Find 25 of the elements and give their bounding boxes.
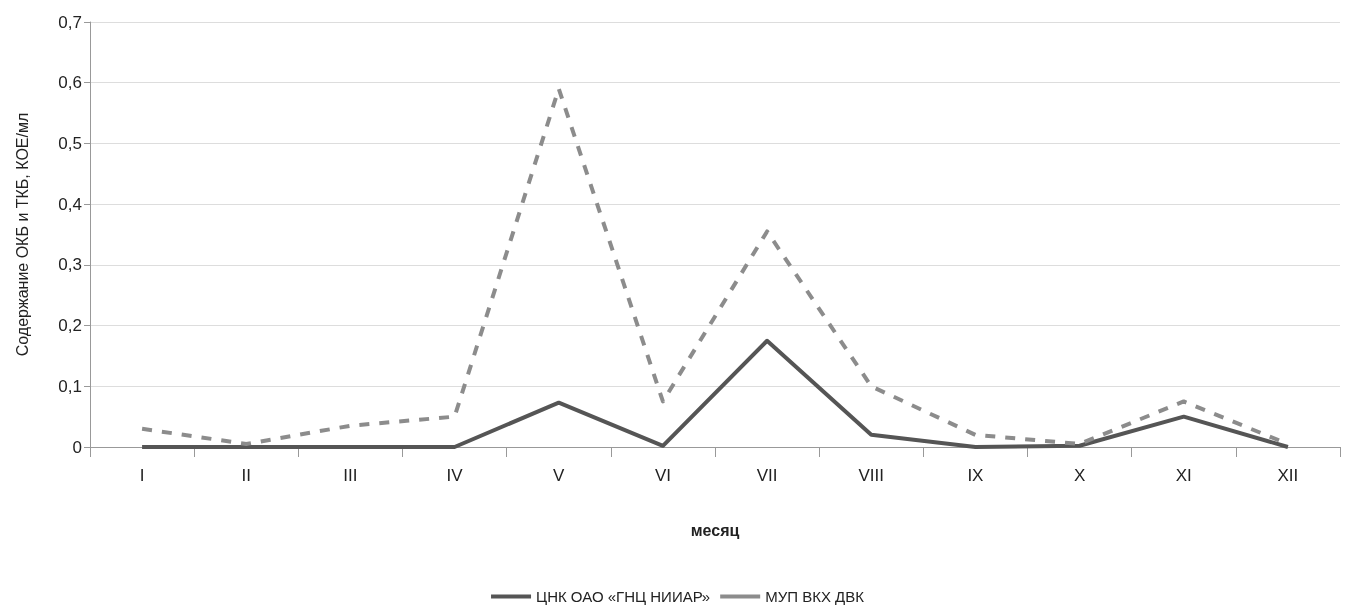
x-tick-label: II — [241, 466, 251, 485]
x-tick-label: VI — [654, 466, 671, 485]
y-tick-label: 0 — [72, 437, 82, 457]
x-tick-label: IX — [967, 466, 984, 485]
x-tick-label: I — [139, 466, 145, 485]
x-tick-label: VII — [756, 466, 778, 485]
y-tick-label: 0,6 — [58, 73, 82, 93]
x-axis-title: месяц — [690, 521, 740, 539]
y-tick-label: 0,4 — [58, 194, 82, 214]
y-axis-title: Содержание ОКБ и ТКБ, КОЕ/мл — [13, 112, 31, 357]
x-tick-label: V — [553, 466, 566, 485]
legend-label: МУП ВКХ ДВК — [765, 588, 865, 605]
y-tick-label: 0,5 — [58, 133, 82, 153]
y-tick-label: 0,1 — [58, 376, 82, 396]
x-tick-label: VIII — [858, 466, 885, 485]
y-tick-label: 0,2 — [58, 316, 82, 336]
line-series — [140, 338, 1290, 449]
y-tick-label: 0,3 — [58, 255, 82, 275]
x-tick-label: XI — [1175, 466, 1192, 485]
x-tick-label: X — [1073, 466, 1086, 485]
x-tick-label: III — [343, 466, 358, 485]
y-tick-label: 0,7 — [58, 12, 82, 32]
x-tick-label: XII — [1277, 466, 1299, 485]
x-tick-label: IV — [446, 466, 464, 485]
legend-label: ЦНК ОАО «ГНЦ НИИАР» — [536, 588, 711, 605]
